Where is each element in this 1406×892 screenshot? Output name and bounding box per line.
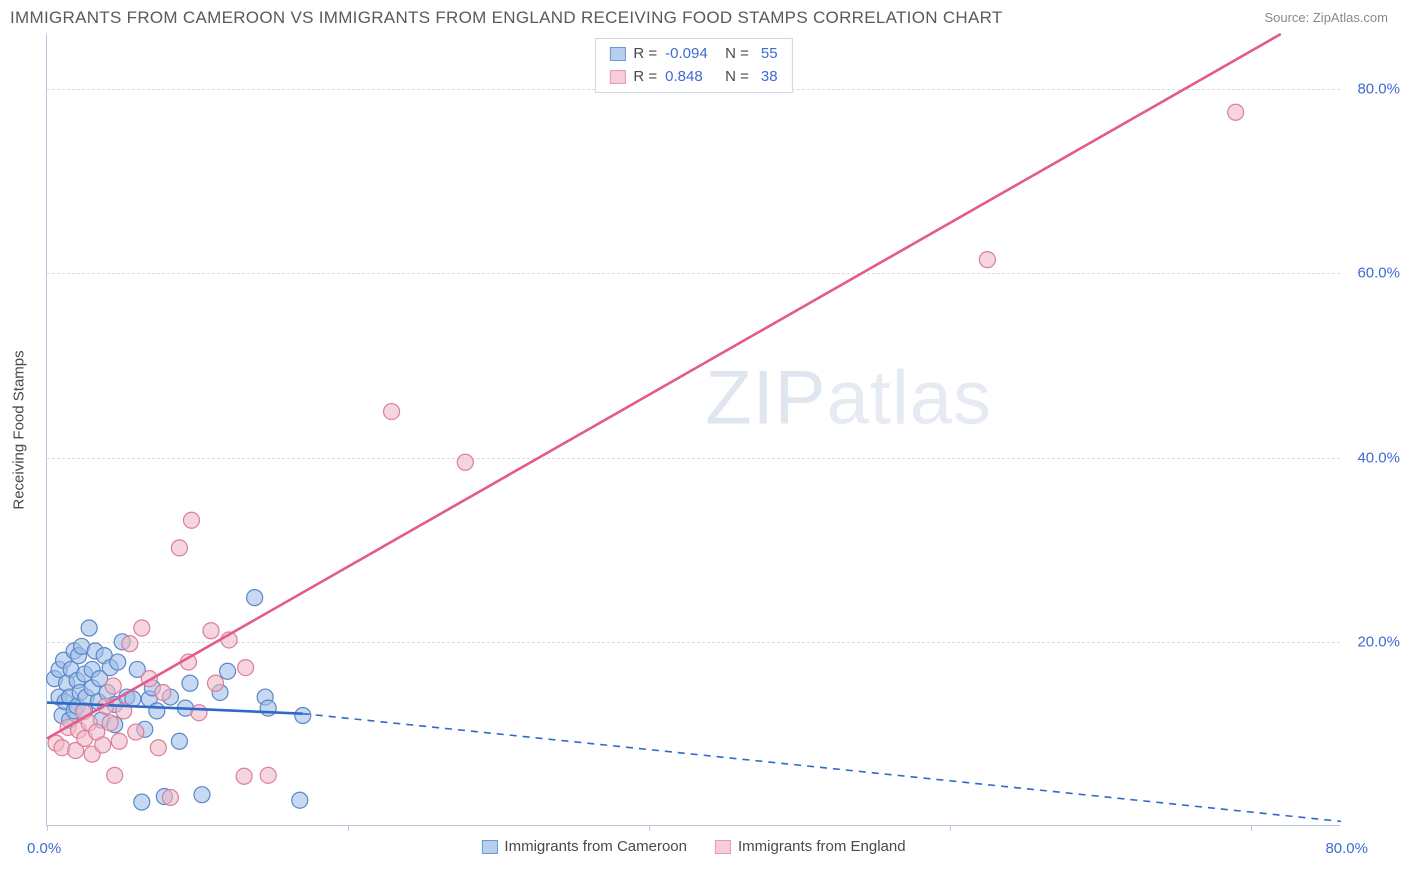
- data-point: [81, 620, 97, 636]
- data-point: [102, 715, 118, 731]
- x-tick: [348, 825, 349, 831]
- data-point: [220, 663, 236, 679]
- data-point: [208, 675, 224, 691]
- stat-n-label-2: N =: [725, 66, 749, 89]
- stat-r-label: R =: [633, 43, 657, 66]
- data-point: [155, 684, 171, 700]
- y-tick-label: 40.0%: [1345, 449, 1400, 466]
- x-tick: [47, 825, 48, 831]
- chart-title: IMMIGRANTS FROM CAMEROON VS IMMIGRANTS F…: [10, 8, 1003, 28]
- stat-n-england: 38: [761, 66, 778, 89]
- stats-box: R = -0.094 N = 55 R = 0.848 N = 38: [594, 38, 792, 93]
- y-tick-label: 60.0%: [1345, 265, 1400, 282]
- data-point: [295, 707, 311, 723]
- data-point: [111, 733, 127, 749]
- data-point: [191, 705, 207, 721]
- data-point: [171, 540, 187, 556]
- legend-swatch-england: [715, 840, 731, 854]
- data-point: [95, 737, 111, 753]
- stat-n-label: N =: [725, 43, 749, 66]
- data-point: [150, 740, 166, 756]
- x-tick: [950, 825, 951, 831]
- data-point: [457, 454, 473, 470]
- data-point: [260, 700, 276, 716]
- data-point: [203, 623, 219, 639]
- data-point: [110, 654, 126, 670]
- data-point: [182, 675, 198, 691]
- stat-r-england: 0.848: [665, 66, 717, 89]
- source-prefix: Source:: [1264, 10, 1312, 25]
- data-point: [134, 794, 150, 810]
- data-point: [122, 636, 138, 652]
- legend-item-england: Immigrants from England: [715, 838, 906, 855]
- data-point: [128, 724, 144, 740]
- data-point: [171, 733, 187, 749]
- data-point: [384, 404, 400, 420]
- x-tick: [649, 825, 650, 831]
- swatch-england: [609, 70, 625, 84]
- stat-r-cameroon: -0.094: [665, 43, 717, 66]
- plot-area: Receiving Food Stamps ZIPatlas 20.0%40.0…: [46, 34, 1340, 826]
- stats-row-england: R = 0.848 N = 38: [609, 66, 777, 89]
- scatter-layer: [47, 34, 1340, 825]
- y-tick-label: 80.0%: [1345, 81, 1400, 98]
- data-point: [194, 787, 210, 803]
- data-point: [1228, 104, 1244, 120]
- data-point: [183, 512, 199, 528]
- legend-label-cameroon: Immigrants from Cameroon: [504, 838, 687, 855]
- x-tick: [1251, 825, 1252, 831]
- data-point: [238, 660, 254, 676]
- data-point: [105, 678, 121, 694]
- data-point: [107, 767, 123, 783]
- stats-row-cameroon: R = -0.094 N = 55: [609, 43, 777, 66]
- legend-item-cameroon: Immigrants from Cameroon: [481, 838, 687, 855]
- stat-n-cameroon: 55: [761, 43, 778, 66]
- stat-r-label-2: R =: [633, 66, 657, 89]
- source-attribution: Source: ZipAtlas.com: [1264, 10, 1388, 25]
- legend: Immigrants from Cameroon Immigrants from…: [481, 838, 905, 855]
- swatch-cameroon: [609, 47, 625, 61]
- data-point: [162, 789, 178, 805]
- trend-line: [47, 34, 1281, 739]
- data-point: [134, 620, 150, 636]
- data-point: [979, 252, 995, 268]
- x-max-label: 80.0%: [1325, 840, 1368, 857]
- y-axis-label: Receiving Food Stamps: [11, 350, 28, 509]
- source-name: ZipAtlas.com: [1313, 10, 1388, 25]
- data-point: [247, 590, 263, 606]
- data-point: [149, 703, 165, 719]
- legend-label-england: Immigrants from England: [738, 838, 906, 855]
- data-point: [292, 792, 308, 808]
- legend-swatch-cameroon: [481, 840, 497, 854]
- data-point: [236, 768, 252, 784]
- x-origin-label: 0.0%: [27, 840, 61, 857]
- y-tick-label: 20.0%: [1345, 633, 1400, 650]
- trend-line: [303, 714, 1341, 822]
- data-point: [260, 767, 276, 783]
